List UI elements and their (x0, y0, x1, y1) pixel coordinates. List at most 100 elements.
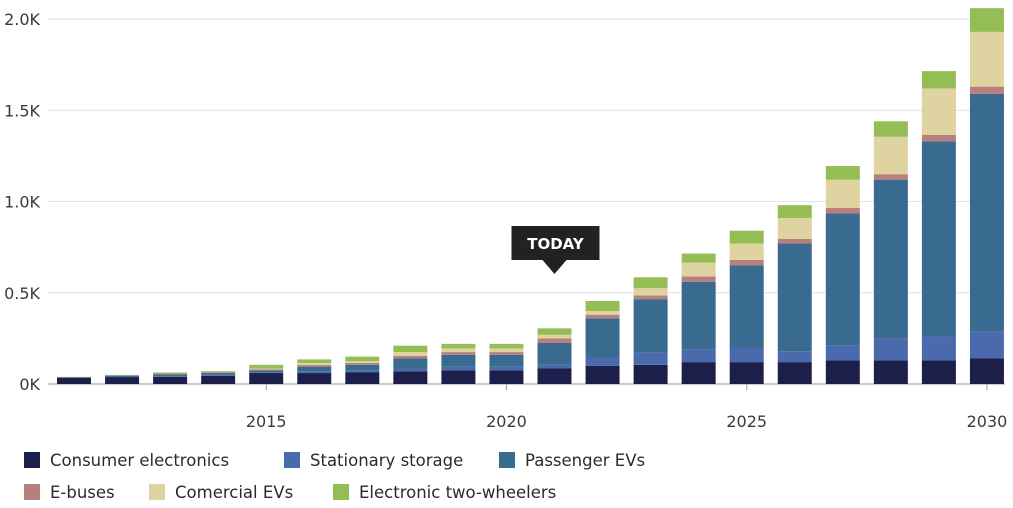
bar-segment-e-buses-2014 (201, 372, 235, 373)
bar-segment-consumer-electronics-2028 (874, 360, 908, 384)
bar-segment-passenger-evs-2019 (441, 355, 475, 367)
bar-segment-comercial-evs-2022 (586, 311, 620, 315)
bar-segment-consumer-electronics-2026 (778, 362, 812, 384)
bar-segment-e-buses-2021 (538, 338, 572, 343)
bar-segment-consumer-electronics-2011 (57, 378, 91, 384)
legend-swatch-stationary-storage (284, 452, 300, 468)
legend-swatch-e-buses (24, 484, 40, 500)
legend-swatch-comercial-evs (149, 484, 165, 500)
legend-item-comercial-evs: Comercial EVs (149, 483, 333, 502)
bar-segment-comercial-evs-2019 (441, 348, 475, 352)
x-axis-ticks: 2015 2020 2025 2030 (246, 384, 1007, 430)
bar-segment-electronic-two-wheelers-2022 (586, 301, 620, 311)
legend-label: Passenger EVs (525, 451, 645, 470)
bar-segment-consumer-electronics-2022 (586, 366, 620, 384)
bar-segment-e-buses-2023 (634, 296, 668, 300)
bar-segment-passenger-evs-2022 (586, 318, 620, 357)
bar-segment-stationary-storage-2019 (441, 367, 475, 371)
bar-segment-consumer-electronics-2020 (489, 370, 523, 384)
x-tick-label: 2025 (726, 412, 767, 430)
legend-item-passenger-evs: Passenger EVs (499, 451, 645, 470)
legend-item-consumer-electronics: Consumer electronics (24, 451, 284, 470)
bar-segment-passenger-evs-2024 (682, 282, 716, 350)
bar-segment-e-buses-2020 (489, 352, 523, 355)
legend-swatch-electronic-two-wheelers (333, 484, 349, 500)
bar-segment-stationary-storage-2023 (634, 352, 668, 365)
bar-segment-passenger-evs-2013 (153, 374, 187, 376)
bar-segment-comercial-evs-2028 (874, 137, 908, 174)
bar-segment-stationary-storage-2024 (682, 349, 716, 362)
bar-segment-e-buses-2027 (826, 208, 860, 213)
bar-segment-electronic-two-wheelers-2030 (970, 8, 1004, 32)
x-tick-label: 2015 (246, 412, 287, 430)
bars (57, 8, 1004, 384)
bar-segment-electronic-two-wheelers-2016 (297, 359, 331, 363)
bar-segment-passenger-evs-2016 (297, 367, 331, 372)
bar-segment-stationary-storage-2012 (105, 377, 139, 378)
legend-label: Stationary storage (310, 451, 463, 470)
x-tick-label: 2020 (486, 412, 527, 430)
bar-segment-passenger-evs-2029 (922, 141, 956, 336)
bar-segment-e-buses-2026 (778, 239, 812, 244)
bar-segment-comercial-evs-2027 (826, 180, 860, 208)
y-axis-ticks: 0K0.5K1.0K1.5K2.0K (4, 10, 40, 394)
bar-segment-stationary-storage-2028 (874, 338, 908, 360)
bar-segment-electronic-two-wheelers-2020 (489, 344, 523, 349)
bar-segment-comercial-evs-2020 (489, 348, 523, 352)
bar-segment-consumer-electronics-2024 (682, 362, 716, 384)
bar-segment-passenger-evs-2027 (826, 213, 860, 345)
legend: Consumer electronics Stationary storage … (24, 444, 924, 508)
y-tick-label: 1.5K (4, 101, 40, 120)
bar-segment-consumer-electronics-2025 (730, 362, 764, 384)
bar-segment-comercial-evs-2030 (970, 32, 1004, 87)
bar-segment-stationary-storage-2018 (393, 368, 427, 371)
bar-segment-e-buses-2025 (730, 260, 764, 265)
bar-segment-consumer-electronics-2012 (105, 377, 139, 384)
bar-segment-electronic-two-wheelers-2023 (634, 277, 668, 288)
y-tick-label: 0K (19, 375, 40, 394)
bar-segment-stationary-storage-2014 (201, 375, 235, 376)
bar-segment-stationary-storage-2025 (730, 348, 764, 363)
bar-segment-e-buses-2015 (249, 369, 283, 370)
bar-segment-passenger-evs-2026 (778, 244, 812, 352)
bar-segment-passenger-evs-2025 (730, 265, 764, 347)
bar-segment-stationary-storage-2022 (586, 358, 620, 366)
bar-segment-electronic-two-wheelers-2013 (153, 373, 187, 374)
bar-segment-passenger-evs-2023 (634, 299, 668, 352)
bar-segment-consumer-electronics-2030 (970, 358, 1004, 384)
bar-segment-passenger-evs-2012 (105, 376, 139, 377)
legend-swatch-consumer-electronics (24, 452, 40, 468)
x-tick-label: 2030 (967, 412, 1008, 430)
bar-segment-e-buses-2030 (970, 87, 1004, 94)
bar-segment-electronic-two-wheelers-2027 (826, 166, 860, 180)
legend-item-e-buses: E-buses (24, 483, 149, 502)
bar-segment-e-buses-2017 (345, 363, 379, 365)
bar-segment-electronic-two-wheelers-2021 (538, 328, 572, 334)
bar-segment-comercial-evs-2016 (297, 363, 331, 365)
bar-segment-consumer-electronics-2017 (345, 372, 379, 384)
bar-segment-passenger-evs-2028 (874, 180, 908, 339)
bar-segment-electronic-two-wheelers-2017 (345, 357, 379, 362)
bar-segment-e-buses-2024 (682, 276, 716, 281)
bar-segment-comercial-evs-2017 (345, 361, 379, 363)
bar-segment-consumer-electronics-2023 (634, 365, 668, 384)
legend-label: Consumer electronics (50, 451, 229, 470)
bar-segment-e-buses-2018 (393, 356, 427, 359)
bar-segment-passenger-evs-2020 (489, 355, 523, 367)
bar-segment-comercial-evs-2015 (249, 368, 283, 369)
bar-segment-electronic-two-wheelers-2014 (201, 371, 235, 372)
legend-item-stationary-storage: Stationary storage (284, 451, 499, 470)
bar-segment-consumer-electronics-2015 (249, 373, 283, 384)
legend-label: Electronic two-wheelers (359, 483, 556, 502)
bar-segment-passenger-evs-2021 (538, 343, 572, 365)
today-callout-label: TODAY (527, 235, 585, 253)
bar-segment-electronic-two-wheelers-2019 (441, 344, 475, 349)
bar-segment-electronic-two-wheelers-2018 (393, 346, 427, 352)
bar-segment-stationary-storage-2020 (489, 367, 523, 371)
bar-segment-electronic-two-wheelers-2028 (874, 121, 908, 137)
bar-segment-e-buses-2029 (922, 135, 956, 141)
bar-segment-consumer-electronics-2019 (441, 370, 475, 384)
bar-segment-electronic-two-wheelers-2024 (682, 254, 716, 263)
legend-label: Comercial EVs (175, 483, 293, 502)
bar-segment-consumer-electronics-2029 (922, 360, 956, 384)
